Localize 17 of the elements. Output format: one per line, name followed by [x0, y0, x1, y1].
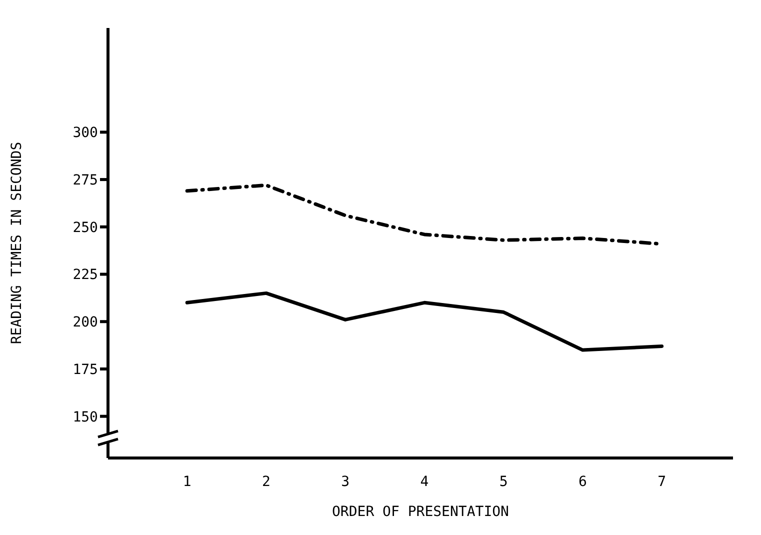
line-series — [185, 291, 664, 352]
y-tick-label: 250 — [72, 220, 98, 236]
x-tick-label: 7 — [658, 474, 666, 490]
x-tick-label: 1 — [182, 474, 192, 490]
y-tick-label: 150 — [72, 409, 98, 426]
y-tick-label: 275 — [72, 172, 98, 189]
x-tick-label: 3 — [341, 474, 350, 490]
x-tick-label: 4 — [420, 474, 429, 490]
x-tick-label: 2 — [262, 474, 270, 490]
x-axis-title: ORDER OF PRESENTATION — [332, 504, 510, 520]
y-tick-label: 300 — [72, 125, 98, 142]
y-tick-label: 200 — [72, 314, 98, 331]
x-tick-label: 6 — [578, 474, 587, 490]
y-tick-label: 175 — [72, 362, 98, 378]
x-tick-label: 5 — [499, 474, 508, 490]
y-tick-label: 225 — [72, 267, 98, 284]
y-axis-title: READING TIMES IN SECONDS — [8, 142, 25, 344]
